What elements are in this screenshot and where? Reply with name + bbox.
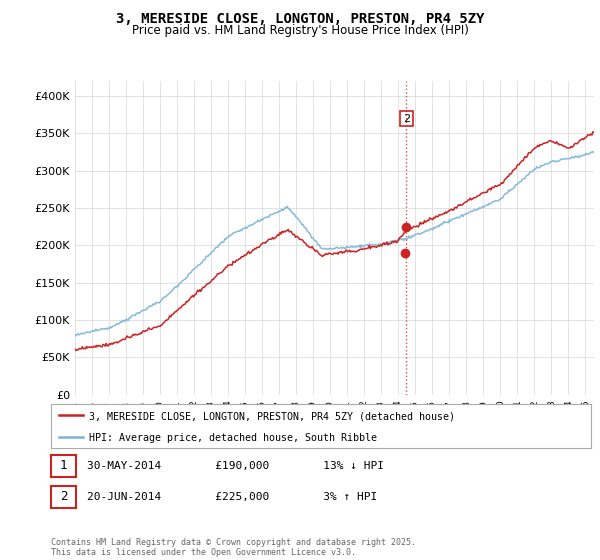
Text: HPI: Average price, detached house, South Ribble: HPI: Average price, detached house, Sout…	[89, 433, 377, 444]
Text: 3, MERESIDE CLOSE, LONGTON, PRESTON, PR4 5ZY: 3, MERESIDE CLOSE, LONGTON, PRESTON, PR4…	[116, 12, 484, 26]
Text: 2: 2	[60, 490, 67, 503]
Text: 20-JUN-2014        £225,000        3% ↑ HPI: 20-JUN-2014 £225,000 3% ↑ HPI	[87, 492, 377, 502]
Text: Price paid vs. HM Land Registry's House Price Index (HPI): Price paid vs. HM Land Registry's House …	[131, 24, 469, 37]
Text: 1: 1	[60, 459, 67, 473]
Text: 3, MERESIDE CLOSE, LONGTON, PRESTON, PR4 5ZY (detached house): 3, MERESIDE CLOSE, LONGTON, PRESTON, PR4…	[89, 412, 455, 422]
Text: 30-MAY-2014        £190,000        13% ↓ HPI: 30-MAY-2014 £190,000 13% ↓ HPI	[87, 461, 384, 471]
Text: 2: 2	[403, 114, 410, 124]
Text: Contains HM Land Registry data © Crown copyright and database right 2025.
This d: Contains HM Land Registry data © Crown c…	[51, 538, 416, 557]
